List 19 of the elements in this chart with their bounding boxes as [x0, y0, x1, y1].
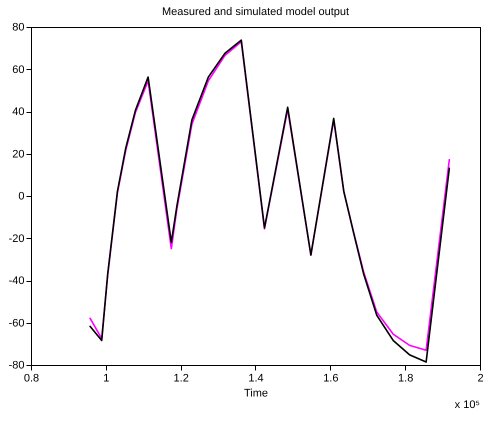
x-tick-label: 1.6: [323, 372, 338, 384]
y-tick-label: 20: [12, 148, 24, 160]
y-tick-label: -20: [8, 232, 24, 245]
x-tick-label: 2: [477, 372, 484, 384]
text: x 10⁵: [454, 399, 480, 411]
x-axis-title: Time: [244, 388, 268, 400]
x-tick-label: 1.4: [248, 372, 264, 384]
y-tick-label: 40: [12, 106, 24, 118]
y-tick-label: -40: [8, 275, 24, 287]
chart-title: Measured and simulated model output: [162, 6, 350, 18]
y-tick-label: 60: [12, 64, 24, 76]
y-tick-label: 80: [12, 22, 24, 34]
x-tick-label: 1.8: [398, 372, 414, 384]
y-tick-label: -60: [8, 317, 24, 330]
y-tick-label: 0: [18, 190, 24, 202]
y-tick-label: -80: [8, 360, 24, 372]
x-tick-label: 0.8: [24, 372, 40, 384]
x-tick-label: 1.2: [174, 372, 189, 384]
x-tick-label: 1: [103, 372, 110, 384]
